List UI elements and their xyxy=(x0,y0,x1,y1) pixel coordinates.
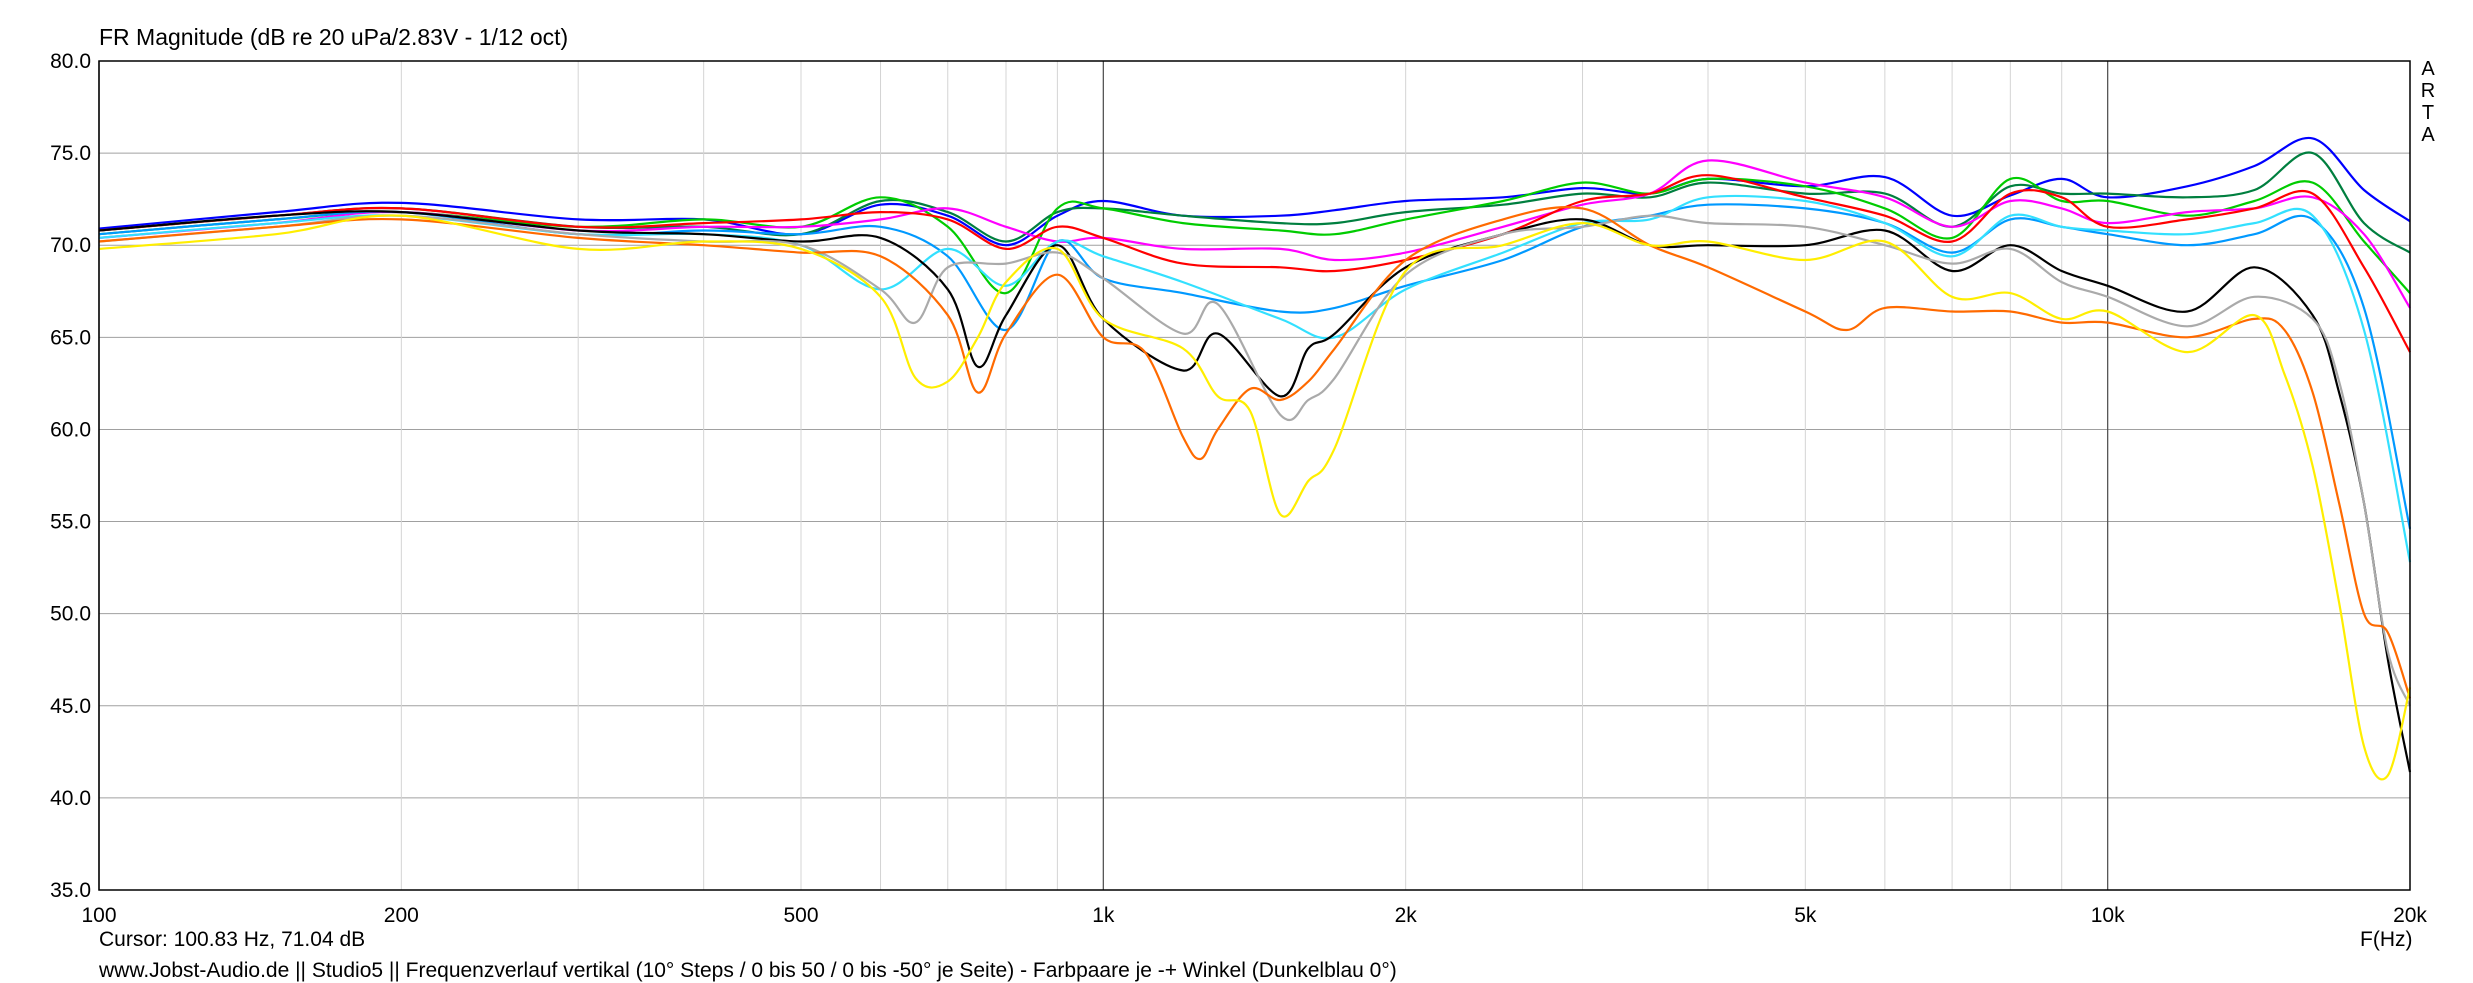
watermark-letter: R xyxy=(2420,80,2436,102)
cursor-readout: Cursor: 100.83 Hz, 71.04 dB xyxy=(99,928,366,951)
x-tick-label: 2k xyxy=(1395,904,1418,927)
y-tick-label: 40.0 xyxy=(50,787,91,810)
series-line-10 xyxy=(98,205,2412,699)
y-tick-label: 80.0 xyxy=(50,50,91,73)
chart-title: FR Magnitude (dB re 20 uPa/2.83V - 1/12 … xyxy=(99,24,569,50)
x-tick-label: 200 xyxy=(384,904,419,927)
series-line-9 xyxy=(98,214,2412,707)
x-tick-label: 500 xyxy=(783,904,818,927)
x-axis-tick-labels: 100 200 500 1k 2k 5k 10k 20k xyxy=(81,904,2427,927)
x-tick-label: 100 xyxy=(81,904,116,927)
x-tick-label: 5k xyxy=(1794,904,1817,927)
series-group xyxy=(98,136,2412,781)
watermark-letter: A xyxy=(2421,124,2435,146)
y-tick-label: 75.0 xyxy=(50,142,91,165)
series-line-6 xyxy=(98,203,2412,530)
plot-frame xyxy=(98,60,2411,891)
footer-caption: www.Jobst-Audio.de || Studio5 || Frequen… xyxy=(99,959,1397,982)
y-tick-label: 45.0 xyxy=(50,695,91,718)
series-line-2 xyxy=(98,151,2411,254)
series-line-7 xyxy=(98,194,2412,563)
y-tick-label: 60.0 xyxy=(50,418,91,441)
series-line-11 xyxy=(98,214,2412,781)
y-tick-label: 50.0 xyxy=(50,603,91,626)
y-axis-tick-labels: 35.0 40.0 45.0 50.0 55.0 60.0 65.0 70.0 75.0 80.0 xyxy=(50,50,91,902)
y-tick-label: 70.0 xyxy=(50,234,91,257)
watermark-letter: A xyxy=(2421,58,2435,80)
x-tick-label: 1k xyxy=(1092,904,1115,927)
arta-watermark: A R T A xyxy=(2418,58,2438,146)
series-line-4 xyxy=(98,159,2411,309)
series-line-8 xyxy=(98,210,2412,773)
x-tick-label: 10k xyxy=(2091,904,2125,927)
watermark-letter: T xyxy=(2421,102,2435,124)
grid-lines xyxy=(98,60,2411,891)
y-tick-label: 55.0 xyxy=(50,511,91,534)
x-tick-label: 20k xyxy=(2393,904,2427,927)
y-tick-label: 65.0 xyxy=(50,326,91,349)
series-line-1 xyxy=(98,136,2411,247)
series-line-3 xyxy=(98,176,2411,295)
x-axis-label: F(Hz) xyxy=(2360,928,2413,951)
y-tick-label: 35.0 xyxy=(50,879,91,902)
